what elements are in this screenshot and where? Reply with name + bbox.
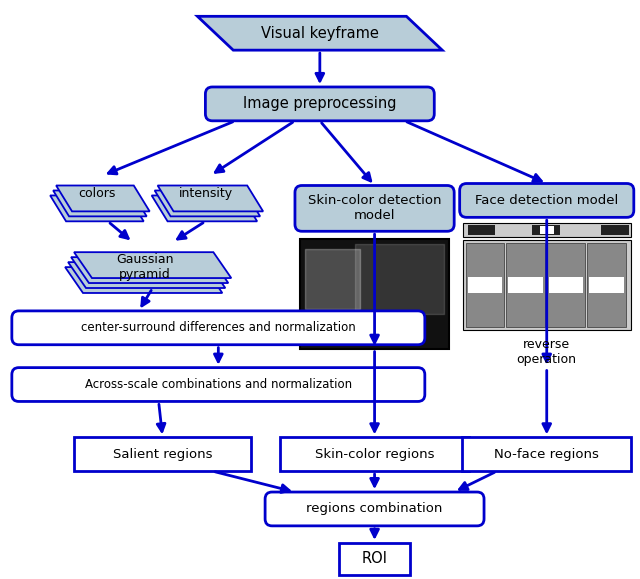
FancyBboxPatch shape bbox=[460, 184, 634, 217]
Text: colors: colors bbox=[78, 187, 116, 200]
Polygon shape bbox=[65, 267, 222, 293]
Text: Face detection model: Face detection model bbox=[475, 194, 618, 207]
Polygon shape bbox=[68, 262, 225, 288]
Text: Across-scale combinations and normalization: Across-scale combinations and normalizat… bbox=[84, 378, 352, 391]
FancyBboxPatch shape bbox=[462, 437, 631, 471]
FancyBboxPatch shape bbox=[548, 277, 583, 294]
FancyBboxPatch shape bbox=[463, 240, 631, 330]
FancyBboxPatch shape bbox=[280, 437, 469, 471]
FancyBboxPatch shape bbox=[466, 243, 504, 327]
FancyBboxPatch shape bbox=[12, 311, 425, 345]
FancyBboxPatch shape bbox=[588, 243, 626, 327]
FancyBboxPatch shape bbox=[547, 243, 586, 327]
Polygon shape bbox=[197, 16, 442, 50]
Text: Salient regions: Salient regions bbox=[113, 448, 212, 461]
FancyBboxPatch shape bbox=[506, 243, 545, 327]
FancyBboxPatch shape bbox=[74, 437, 251, 471]
FancyBboxPatch shape bbox=[463, 223, 631, 237]
Polygon shape bbox=[50, 196, 144, 221]
FancyBboxPatch shape bbox=[205, 87, 435, 121]
Polygon shape bbox=[152, 196, 257, 221]
Text: Skin-color regions: Skin-color regions bbox=[315, 448, 435, 461]
FancyBboxPatch shape bbox=[540, 226, 554, 234]
Text: Gaussian
pyramid: Gaussian pyramid bbox=[116, 253, 173, 281]
FancyBboxPatch shape bbox=[468, 225, 495, 235]
Polygon shape bbox=[56, 185, 150, 211]
Text: reverse
operation: reverse operation bbox=[516, 338, 577, 366]
Polygon shape bbox=[74, 252, 231, 278]
Text: Visual keyframe: Visual keyframe bbox=[261, 25, 379, 41]
Polygon shape bbox=[155, 190, 260, 217]
Text: intensity: intensity bbox=[179, 187, 234, 200]
FancyBboxPatch shape bbox=[532, 225, 559, 235]
Text: No-face regions: No-face regions bbox=[494, 448, 599, 461]
FancyBboxPatch shape bbox=[508, 277, 543, 294]
FancyBboxPatch shape bbox=[12, 368, 425, 401]
FancyBboxPatch shape bbox=[295, 185, 454, 231]
Polygon shape bbox=[71, 257, 228, 283]
Text: ROI: ROI bbox=[362, 551, 388, 566]
Text: regions combination: regions combination bbox=[307, 503, 443, 515]
FancyBboxPatch shape bbox=[589, 277, 624, 294]
FancyBboxPatch shape bbox=[265, 492, 484, 526]
FancyBboxPatch shape bbox=[601, 225, 629, 235]
Text: center-surround differences and normalization: center-surround differences and normaliz… bbox=[81, 321, 356, 334]
Polygon shape bbox=[53, 190, 147, 217]
FancyBboxPatch shape bbox=[339, 543, 410, 574]
FancyBboxPatch shape bbox=[300, 239, 449, 349]
Text: Skin-color detection
model: Skin-color detection model bbox=[308, 195, 442, 222]
Polygon shape bbox=[157, 185, 263, 211]
FancyBboxPatch shape bbox=[468, 277, 502, 294]
Text: Image preprocessing: Image preprocessing bbox=[243, 96, 397, 111]
